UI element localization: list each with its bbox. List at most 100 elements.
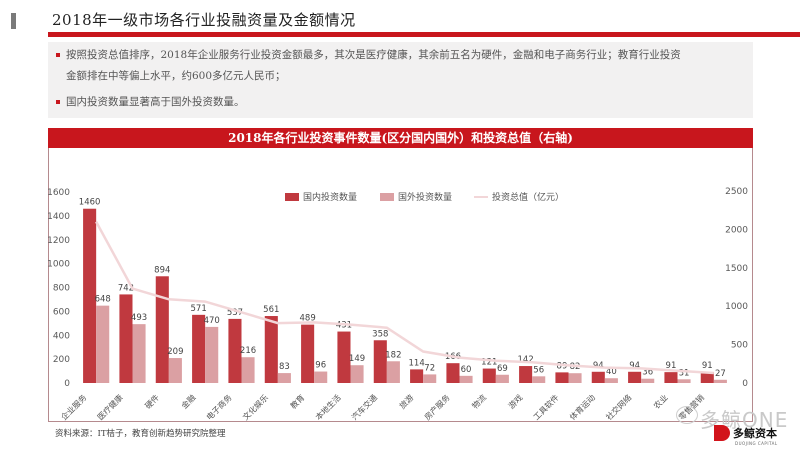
legend-swatch-icon: [380, 193, 394, 201]
bar-label: 648: [95, 295, 111, 305]
category-label: 金融: [179, 392, 197, 410]
bar-label: 431: [336, 321, 352, 331]
summary-bullet-1: 按照投资总值排序，2018年企业服务行业投资金额最多，其次是医疗健康，其余前五名…: [56, 45, 746, 87]
bar-domestic: [555, 372, 569, 383]
bar-foreign: [423, 374, 437, 383]
left-axis-tick: 0: [64, 379, 70, 389]
right-axis-tick: 1500: [725, 264, 748, 274]
bar-foreign: [677, 379, 691, 383]
bar-label: 69: [497, 364, 508, 374]
bar-foreign: [350, 365, 364, 383]
bar-label: 493: [131, 313, 147, 323]
right-axis-tick: 2500: [725, 187, 748, 197]
bar-domestic: [119, 294, 133, 383]
legend-label: 投资总值（亿元）: [492, 191, 564, 203]
bar-foreign: [641, 378, 655, 383]
bar-domestic: [664, 372, 678, 383]
bar-label: 489: [300, 314, 316, 324]
bar-foreign: [604, 378, 618, 383]
category-label: 社交网络: [604, 392, 634, 422]
bar-domestic: [700, 372, 714, 383]
bar-domestic: [373, 340, 387, 383]
category-label: 工具软件: [531, 392, 561, 422]
bar-label: 31: [679, 368, 690, 378]
left-axis-tick: 600: [53, 307, 70, 317]
bar-label: 358: [372, 329, 388, 339]
bar-domestic: [301, 324, 315, 383]
category-label: 企业服务: [59, 392, 89, 422]
summary-box: 按照投资总值排序，2018年企业服务行业投资金额最多，其次是医疗健康，其余前五名…: [48, 42, 753, 118]
left-axis-tick: 1000: [47, 260, 70, 270]
bar-label: 72: [424, 363, 435, 373]
legend-swatch-icon: [285, 193, 299, 201]
bar-label: 96: [315, 361, 326, 371]
bar-label: 537: [227, 308, 243, 318]
legend-label: 国外投资数量: [398, 191, 452, 203]
bar-label: 27: [715, 369, 726, 379]
side-marker: [11, 13, 16, 29]
bar-label: 83: [279, 362, 290, 372]
left-axis-tick: 200: [53, 355, 70, 365]
bar-label: 91: [666, 361, 677, 371]
bar-label: 114: [409, 358, 425, 368]
wechat-icon: [676, 406, 698, 424]
bar-label: 470: [204, 316, 220, 326]
bar-domestic: [410, 369, 424, 383]
bar-label: 209: [167, 347, 183, 357]
bullet-dot-icon: [56, 53, 60, 57]
bar-domestic: [155, 276, 169, 383]
bullet-text-cont: 金额排在中等偏上水平，约600多亿元人民币；: [66, 70, 286, 82]
page-title: 2018年一级市场各行业投融资量及金额情况: [52, 11, 356, 29]
bar-label: 149: [349, 354, 365, 364]
bar-foreign: [205, 326, 219, 383]
legend-swatch-icon: [474, 196, 488, 198]
category-label: 物流: [470, 392, 488, 410]
bar-label: 742: [118, 283, 134, 293]
bar-foreign: [568, 373, 582, 383]
bar-foreign: [277, 373, 291, 383]
right-axis-tick: 500: [731, 341, 748, 351]
category-label: 房产服务: [422, 392, 452, 422]
bullet-text: 国内投资数量显著高于国外投资数量。: [66, 96, 245, 108]
bar-domestic: [446, 363, 460, 383]
bar-label: 561: [263, 305, 279, 315]
bullet-text: 按照投资总值排序，2018年企业服务行业投资金额最多，其次是医疗健康，其余前五名…: [66, 49, 681, 61]
bar-label: 571: [191, 304, 207, 314]
chart-frame: [48, 128, 753, 422]
bar-label: 894: [154, 265, 170, 275]
total-value-line: [95, 221, 714, 375]
right-axis-tick: 2000: [725, 225, 748, 235]
bar-domestic: [337, 331, 351, 383]
bar-label: 121: [481, 358, 497, 368]
bar-label: 142: [518, 355, 534, 365]
chart-title: 2018年各行业投资事件数量(区分国内国外）和投资总值（右轴): [48, 128, 753, 148]
category-label: 游戏: [506, 392, 524, 410]
bar-label: 36: [642, 368, 653, 378]
left-axis-tick: 1600: [47, 188, 70, 198]
left-axis-tick: 1200: [47, 236, 70, 246]
bar-domestic: [228, 318, 242, 383]
category-label: 旅游: [397, 392, 415, 410]
bar-label: 60: [461, 365, 472, 375]
category-label: 文化娱乐: [240, 392, 270, 422]
bar-label: 1460: [79, 198, 101, 208]
logo-text: 多鲸资本: [733, 427, 777, 440]
right-axis-tick: 1000: [725, 302, 748, 312]
bar-domestic: [591, 371, 605, 383]
category-label: 教育: [288, 392, 306, 410]
bar-domestic: [83, 208, 97, 383]
category-label: 硬件: [143, 392, 161, 410]
legend-label: 国内投资数量: [303, 191, 357, 203]
bar-label: 182: [385, 350, 401, 360]
category-label: 体育运动: [567, 392, 597, 422]
logo-mark-icon: [714, 425, 730, 441]
bar-domestic: [264, 316, 278, 383]
logo-subtitle: DUOJING CAPITAL: [735, 441, 778, 446]
category-label: 电子商务: [204, 392, 234, 422]
bar-label: 94: [629, 361, 640, 371]
bar-label: 40: [606, 367, 617, 377]
bar-label: 94: [593, 361, 604, 371]
summary-bullet-2: 国内投资数量显著高于国外投资数量。: [56, 92, 245, 113]
bar-domestic: [628, 371, 642, 383]
